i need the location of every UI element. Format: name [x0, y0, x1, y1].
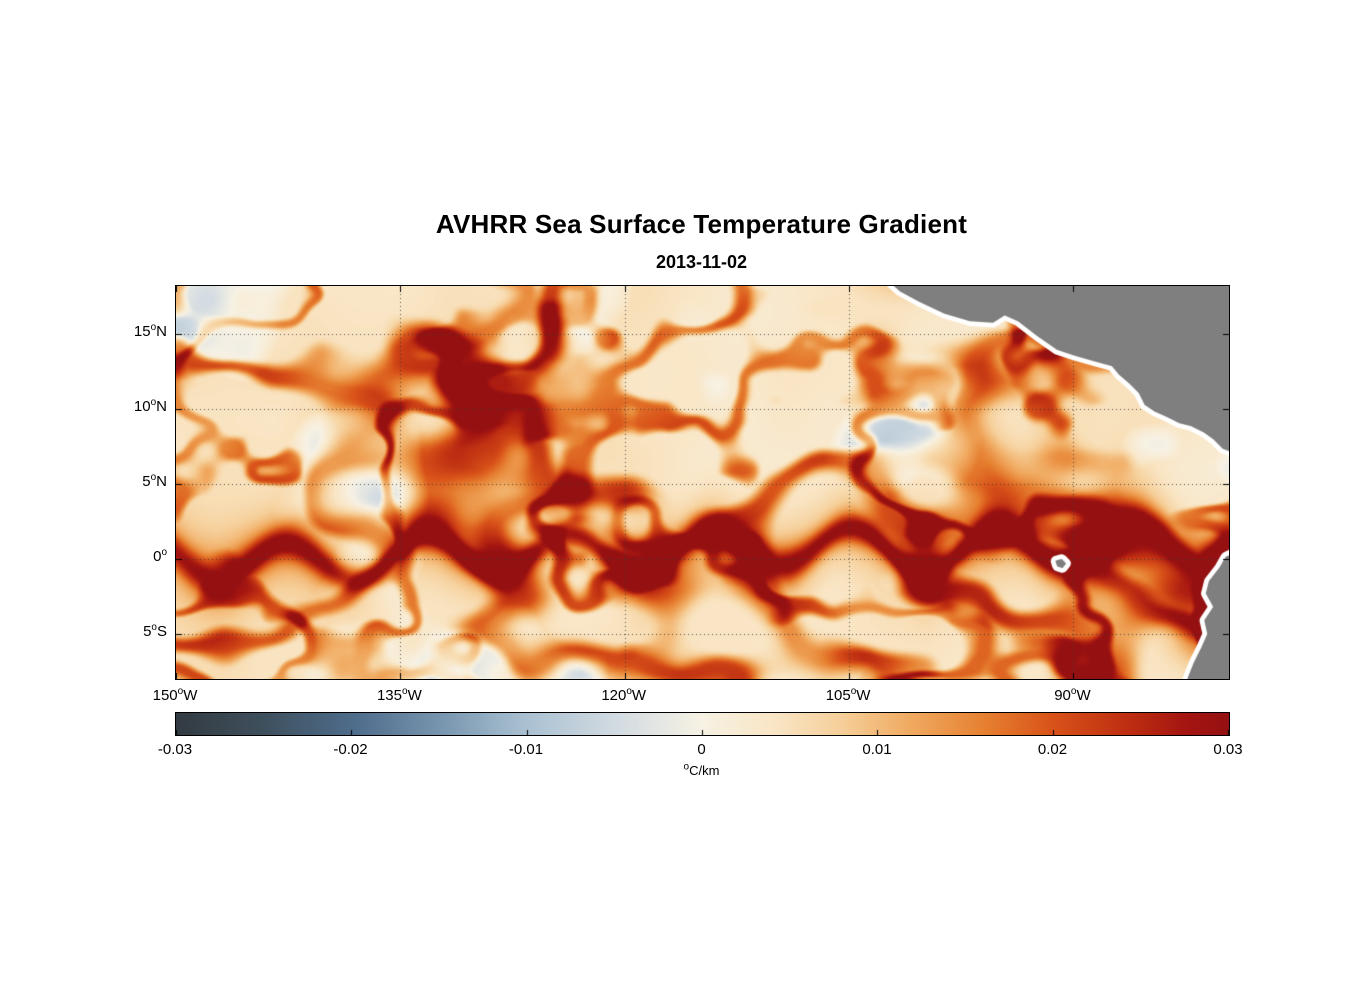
- x-tick-label: 120oW: [584, 686, 664, 705]
- colorbar-tick-label: 0.03: [1213, 741, 1243, 758]
- tick-hemisphere: S: [156, 623, 167, 640]
- degree-mark: o: [402, 686, 408, 697]
- x-tick-label: 105oW: [808, 686, 888, 705]
- degree-mark: o: [626, 686, 632, 697]
- tick-value: 0: [153, 548, 162, 565]
- colorbar-tick-label: 0.01: [862, 741, 892, 758]
- tick-hemisphere: N: [156, 323, 167, 340]
- colorbar-tick-label: -0.03: [157, 741, 193, 758]
- degree-mark: o: [161, 547, 167, 558]
- tick-value: 105: [825, 687, 851, 704]
- degree-mark: o: [150, 397, 157, 408]
- y-tick-label: 5oN: [99, 472, 167, 491]
- degree-mark: o: [150, 322, 157, 333]
- degree-mark: o: [683, 761, 690, 773]
- y-tick-label: 5oS: [99, 622, 167, 641]
- tick-value: 150: [152, 687, 178, 704]
- unit-text: C/km: [689, 763, 720, 778]
- colorbar-tick-label: -0.01: [508, 741, 544, 758]
- chart-title: AVHRR Sea Surface Temperature Gradient: [435, 209, 968, 239]
- y-tick-label: 10oN: [99, 397, 167, 416]
- colorbar-tick-label: 0: [697, 741, 706, 758]
- colorbar: [175, 712, 1230, 736]
- tick-value: 120: [601, 687, 627, 704]
- tick-hemisphere: W: [856, 687, 871, 704]
- y-tick-label: 15oN: [99, 322, 167, 341]
- map-plot-area: [175, 285, 1230, 680]
- colorbar-unit-label: oC/km: [175, 761, 1228, 778]
- sst-gradient-heatmap: [176, 286, 1229, 679]
- tick-value: 5: [142, 473, 151, 490]
- tick-hemisphere: N: [156, 398, 167, 415]
- tick-hemisphere: W: [631, 687, 647, 704]
- colorbar-tick-label: 0.02: [1037, 741, 1068, 758]
- degree-mark: o: [150, 472, 157, 483]
- tick-value: 10: [133, 398, 151, 415]
- tick-hemisphere: W: [1076, 687, 1091, 704]
- degree-mark: o: [850, 686, 857, 697]
- degree-mark: o: [151, 622, 157, 633]
- tick-hemisphere: W: [407, 687, 422, 704]
- x-tick-label: 150oW: [135, 686, 215, 705]
- x-tick-label: 90oW: [1032, 686, 1112, 705]
- chart-date-subtitle: 2013-11-02: [655, 252, 748, 272]
- tick-hemisphere: W: [183, 687, 198, 704]
- tick-value: 15: [133, 323, 151, 340]
- tick-hemisphere: N: [156, 473, 167, 490]
- tick-value: 135: [376, 687, 402, 704]
- y-tick-label: 0o: [99, 547, 167, 566]
- tick-value: 90: [1054, 687, 1071, 704]
- tick-value: 5: [143, 623, 152, 640]
- colorbar-tick-label: -0.02: [333, 741, 368, 758]
- degree-mark: o: [1070, 686, 1077, 697]
- x-tick-label: 135oW: [359, 686, 439, 705]
- degree-mark: o: [177, 686, 184, 697]
